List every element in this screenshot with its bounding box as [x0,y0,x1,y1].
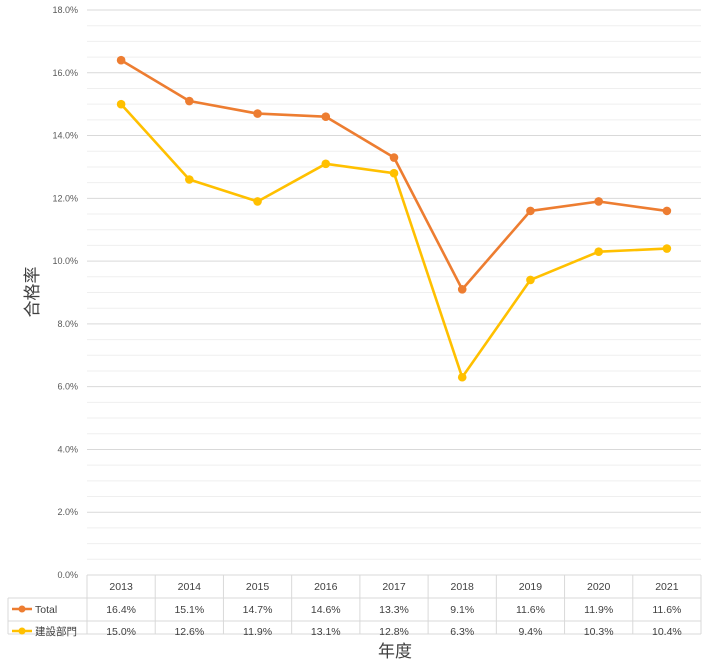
table-cell-value: 16.4% [106,604,136,616]
data-point [253,109,262,118]
data-point [321,112,331,122]
data-point [594,247,603,256]
series-line [119,102,669,379]
table-cell-value: 13.3% [379,604,409,616]
y-tick-label: 12.0% [52,193,78,203]
y-tick-label: 16.0% [52,68,78,78]
table-cell-value: 9.1% [450,604,474,616]
data-point [526,206,535,216]
table-cell-value: 14.7% [243,604,273,616]
legend-label: Total [35,604,57,616]
data-point [321,159,331,169]
data-point [389,168,399,178]
table-cell-value: 11.9% [243,626,272,638]
table-cell-value: 15.0% [106,626,136,638]
y-tick-label: 2.0% [57,507,78,517]
data-point [662,244,672,253]
y-tick-label: 18.0% [52,5,78,15]
x-axis-title: 年度 [378,642,412,661]
table-cell-value: 14.6% [311,604,341,616]
table-cell-value: 10.4% [652,626,682,638]
x-category-label: 2021 [655,581,679,593]
table-cell-value: 11.6% [516,604,545,616]
y-tick-label: 14.0% [52,131,78,141]
data-point [253,197,262,206]
x-category-label: 2019 [519,581,543,593]
table-cell-value: 12.8% [379,626,409,638]
y-tick-label: 0.0% [57,570,78,580]
table-cell-value: 9.4% [518,626,542,638]
table-cell-value: 6.3% [450,626,474,638]
data-point [526,275,535,285]
legend-label: 建設部門 [35,625,77,638]
table-cell-value: 11.6% [652,604,681,616]
data-point [116,55,126,65]
gridlines [87,9,701,576]
y-axis-ticks: 0.0% 2.0% 4.0% 6.0% 8.0% 10.0% 12.0% 14.0% 16.0%… [52,5,78,580]
data-point [457,285,467,294]
table-cell-value: 11.9% [584,604,613,616]
x-category-label: 2017 [382,581,406,593]
table-cell-value: 15.1% [174,604,204,616]
y-axis-title: 合格率 [23,267,42,318]
x-category-label: 2015 [246,581,270,593]
data-point [662,206,672,216]
table-cell-value: 10.3% [584,626,614,638]
data-point [185,175,194,184]
legend-key-marker [18,605,26,613]
data-point [389,153,399,162]
table-cell-value: 13.1% [311,626,341,638]
table-cell-value: 12.6% [174,626,204,638]
data-point [116,99,126,109]
y-tick-label: 4.0% [57,444,78,454]
data-point [457,372,467,382]
plot-area [116,55,672,382]
x-category-label: 2018 [451,581,475,593]
x-category-label: 2013 [109,581,133,593]
data-table: 2013 2014 2015 2016 2017 2018 2019 2020 2021 Tota… [7,575,702,638]
legend-key-marker [18,627,26,635]
x-category-label: 2016 [314,581,338,593]
data-point [185,96,194,106]
y-tick-label: 10.0% [52,256,78,266]
x-category-label: 2020 [587,581,611,593]
y-tick-label: 6.0% [57,382,78,392]
y-tick-label: 8.0% [57,319,78,329]
x-category-label: 2014 [178,581,202,593]
data-point [594,197,603,206]
